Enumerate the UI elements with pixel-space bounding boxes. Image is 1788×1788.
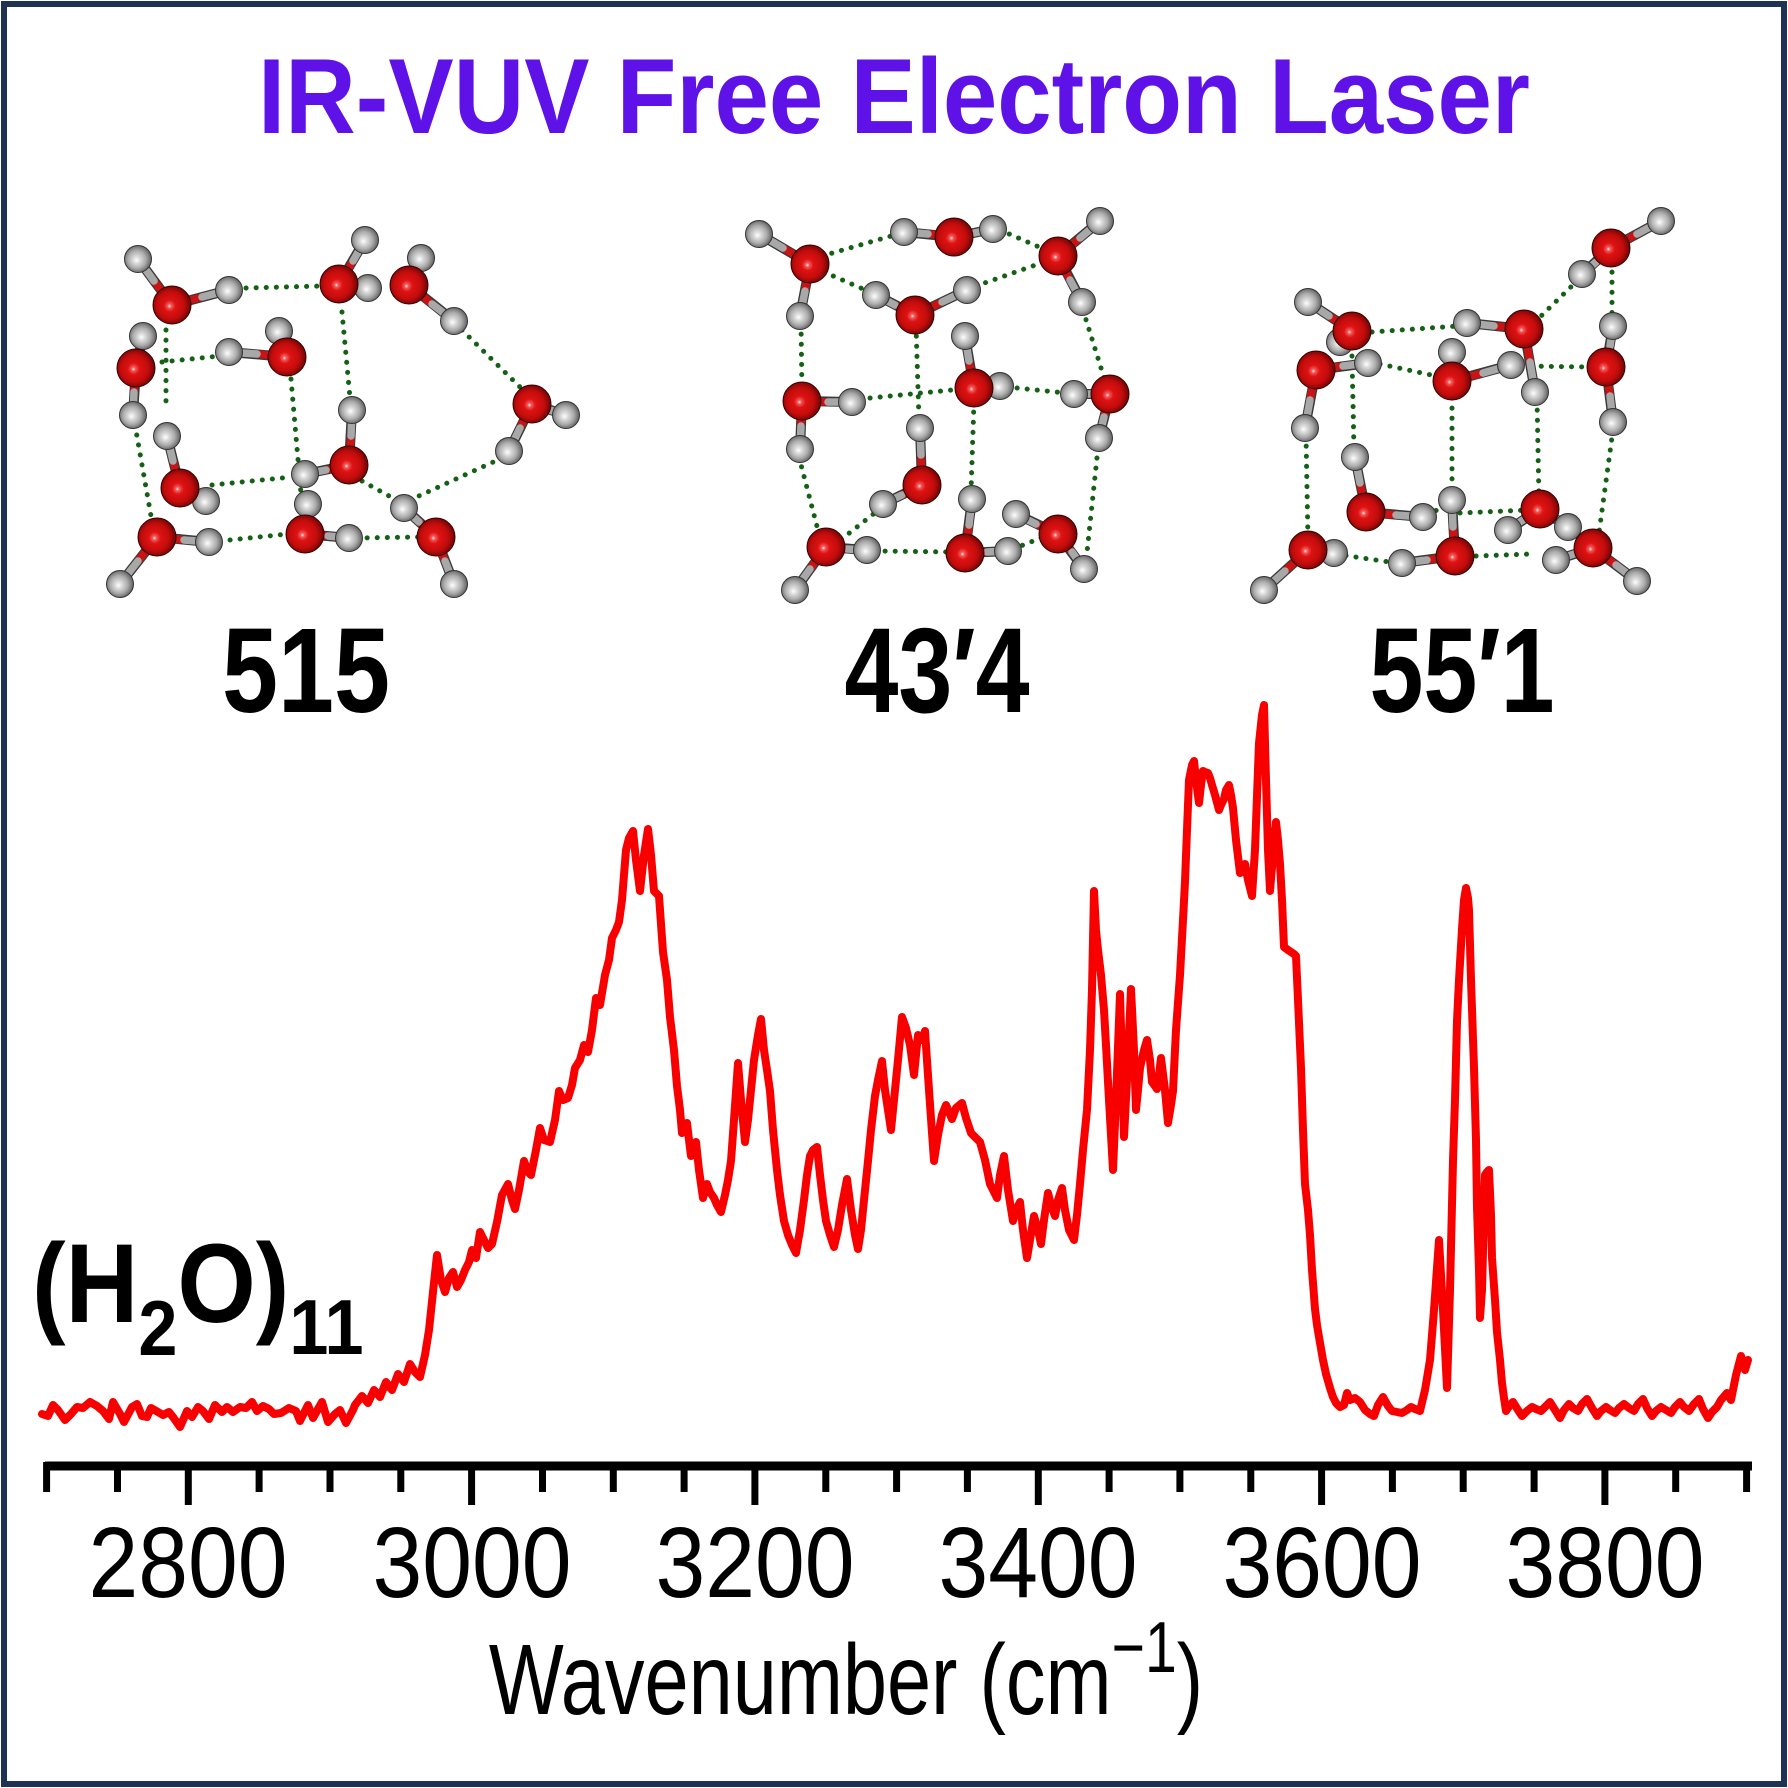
svg-text:55′1: 55′1: [1370, 602, 1555, 738]
svg-text:IR-VUV Free Electron Laser: IR-VUV Free Electron Laser: [258, 36, 1530, 156]
svg-text:3200: 3200: [656, 1507, 855, 1619]
svg-text:Wavenumber (cm−1): Wavenumber (cm−1): [489, 1607, 1203, 1737]
svg-text:3000: 3000: [373, 1507, 572, 1619]
svg-text:3800: 3800: [1506, 1507, 1705, 1619]
svg-text:3600: 3600: [1223, 1507, 1422, 1619]
svg-text:515: 515: [222, 602, 390, 738]
svg-text:2800: 2800: [89, 1507, 288, 1619]
svg-text:43′4: 43′4: [845, 602, 1030, 738]
svg-text:3400: 3400: [939, 1507, 1138, 1619]
